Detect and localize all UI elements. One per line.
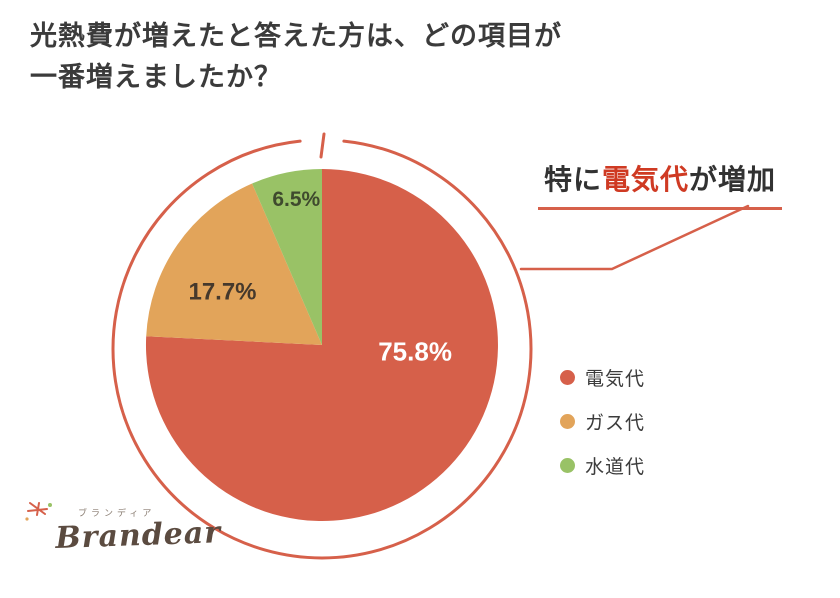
annotation-highlight: 電気代 [602, 164, 690, 195]
sparkle-icon [25, 502, 52, 521]
pie-slice-0 [145, 169, 498, 521]
pie-labels: 75.8% 17.7% 6.5% [188, 188, 451, 367]
legend-label-electricity: 電気代 [585, 369, 646, 390]
callout-line [519, 204, 750, 271]
pie-slice-2 [252, 169, 322, 345]
title-line-1: 光熱費が増えたと答えた方は、どの項目が [30, 21, 562, 51]
brandear-logo: ブランディア Brandear [24, 500, 222, 556]
legend-dot-water-icon [560, 458, 575, 473]
annotation-suffix: が増加 [689, 164, 777, 195]
legend-item-electricity: 電気代 [560, 364, 645, 391]
pie-slice-1 [146, 183, 322, 345]
pie-slices [145, 169, 498, 521]
legend-dot-gas-icon [560, 414, 575, 429]
annotation-prefix: 特に [544, 164, 603, 195]
pie-slice-value-2: 6.5% [272, 188, 320, 211]
legend-label-water: 水道代 [585, 457, 646, 478]
pie-slice-value-0: 75.8% [378, 337, 452, 367]
page-title: 光熱費が増えたと答えた方は、どの項目が 一番増えましたか？ [30, 16, 562, 98]
legend-item-gas: ガス代 [560, 408, 645, 435]
logo-text: ブランディア Brandear [54, 506, 222, 556]
legend-label-gas: ガス代 [585, 413, 646, 434]
decorative-circle-arc [111, 139, 533, 560]
logo-kana: ブランディア [78, 508, 156, 518]
legend: 電気代 ガス代 水道代 [560, 364, 645, 496]
title-line-2: 一番増えましたか？ [30, 62, 282, 92]
legend-item-water: 水道代 [560, 452, 645, 479]
annotation-callout: 特に電気代が増加 [538, 158, 783, 210]
arc-tick [319, 132, 326, 159]
legend-dot-electricity-icon [560, 370, 575, 385]
pie-slice-value-1: 17.7% [188, 279, 256, 306]
logo-name: Brandear [54, 515, 222, 556]
